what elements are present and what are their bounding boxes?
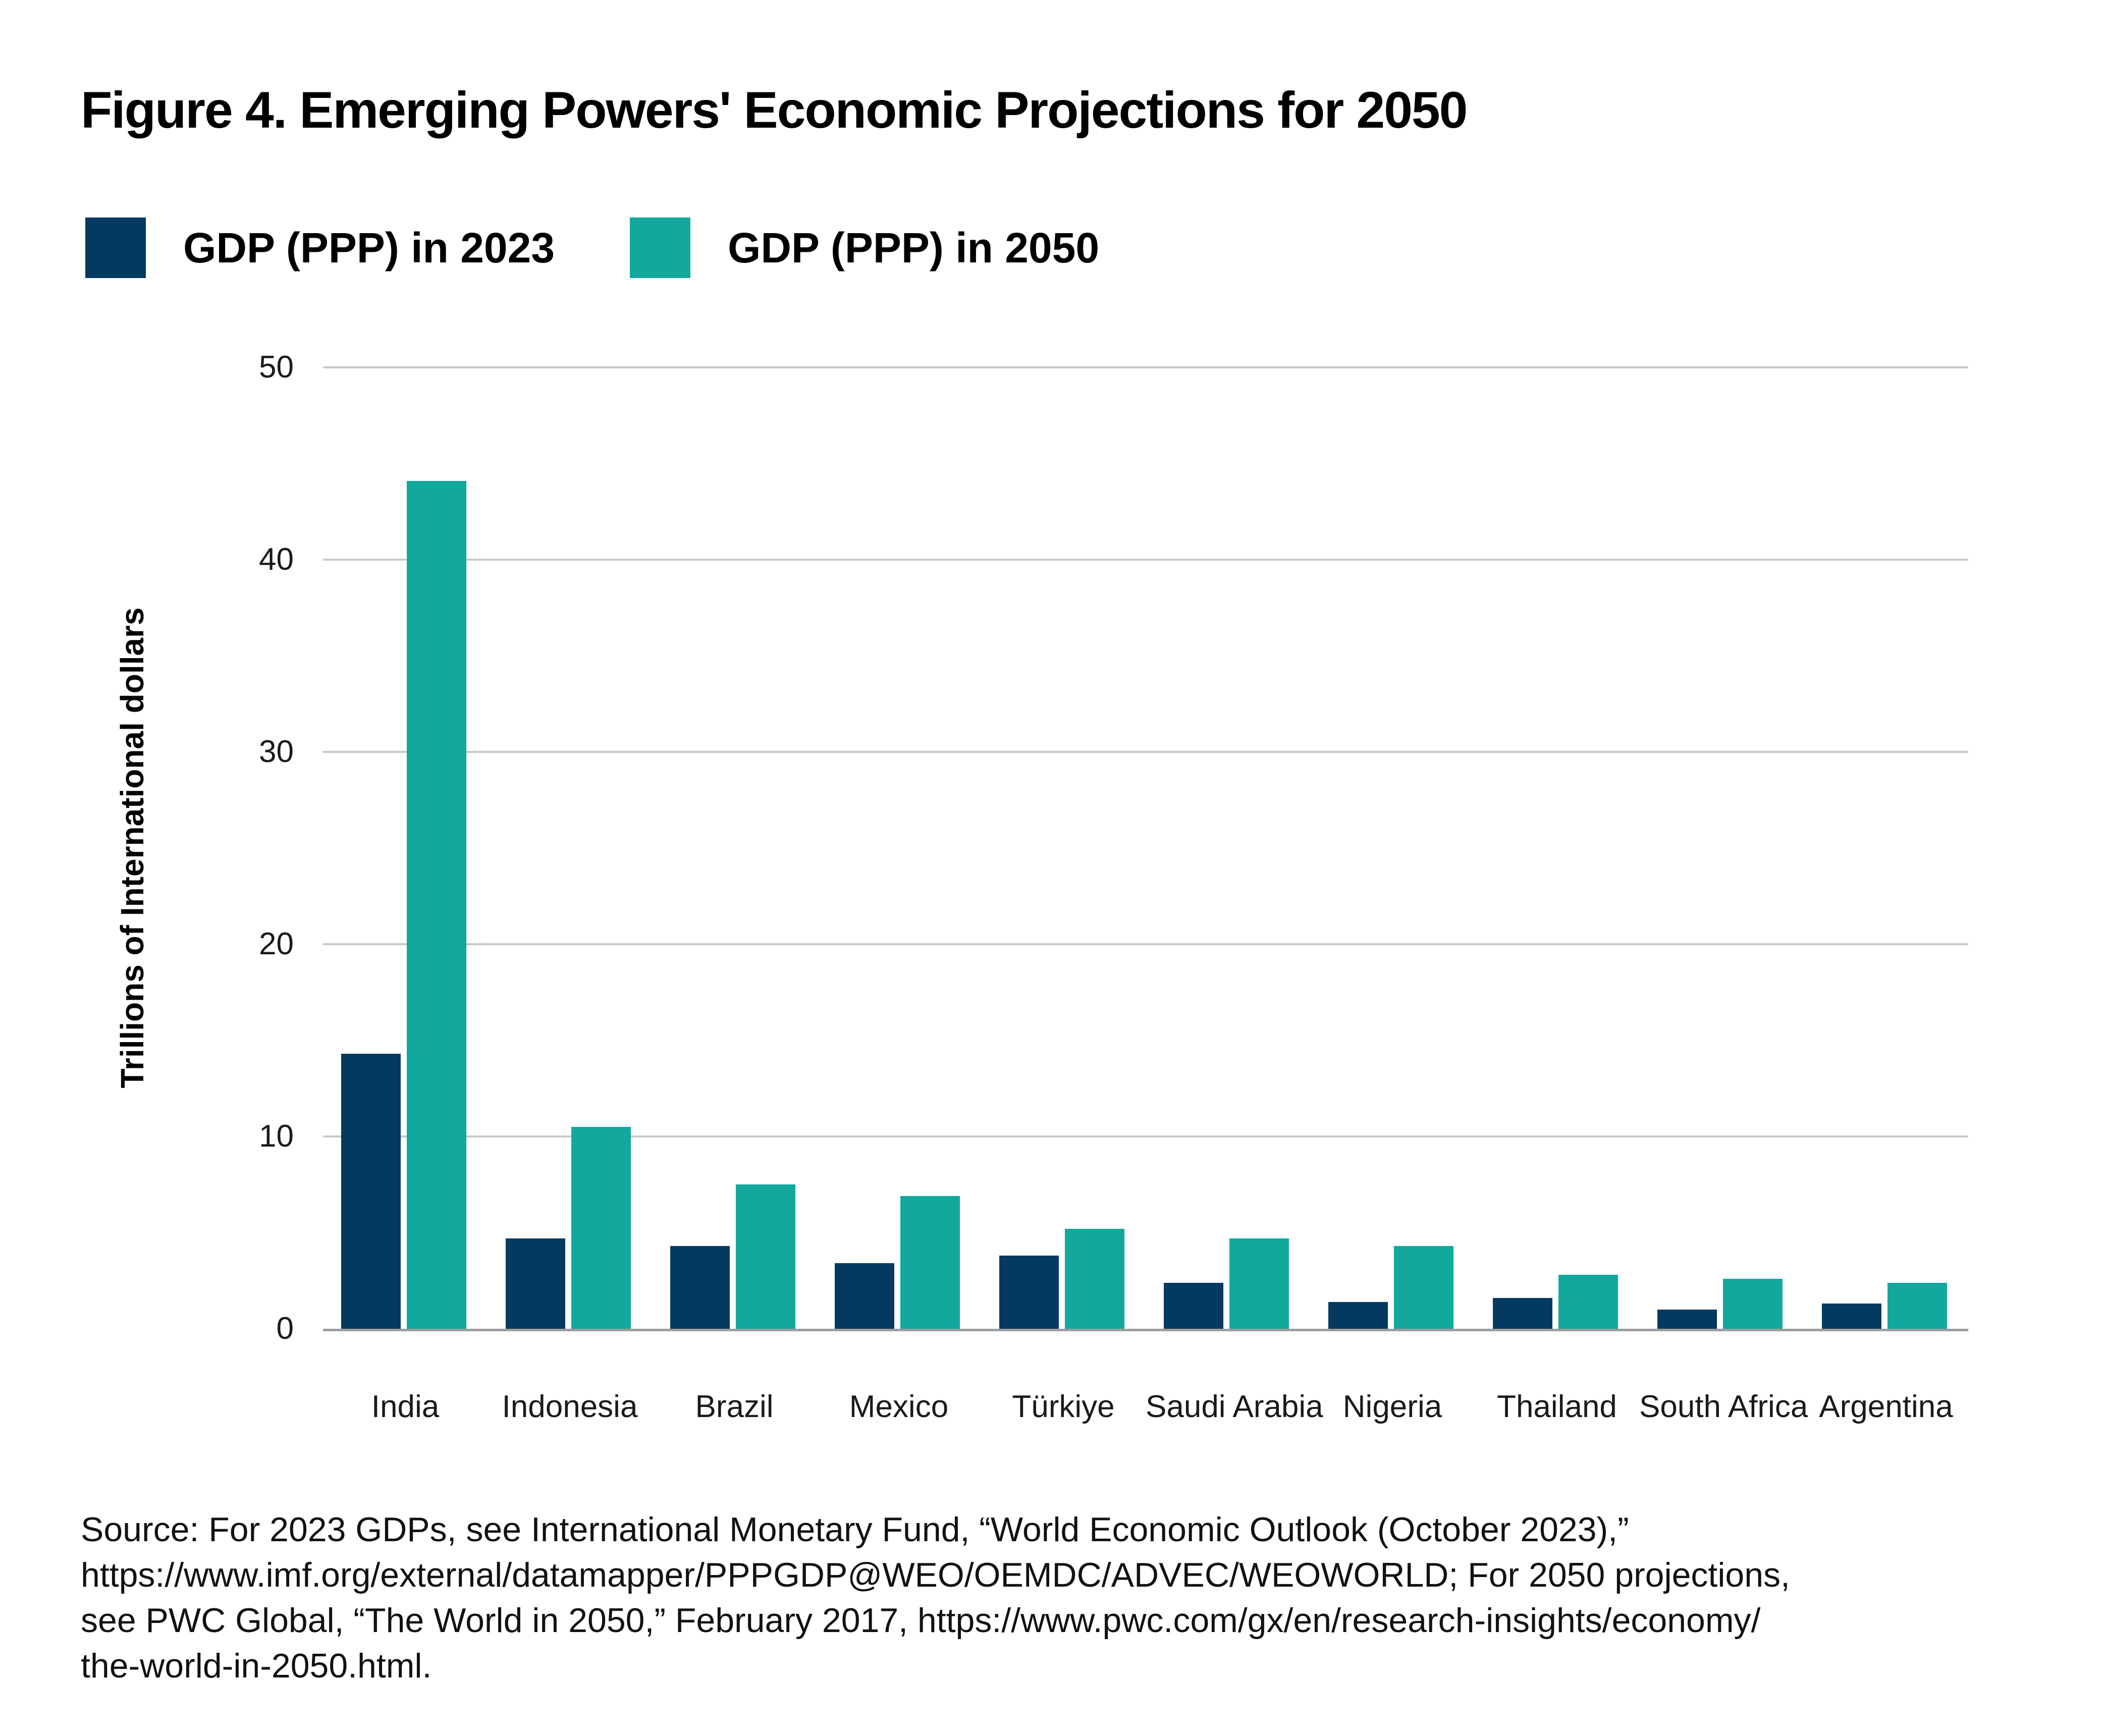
- bar-south-africa-2050: [1723, 1278, 1783, 1329]
- bar-argentina-2050: [1888, 1282, 1947, 1329]
- category-label-mexico: Mexico: [849, 1389, 949, 1424]
- x-axis-baseline: [323, 1329, 1968, 1331]
- legend-label-gdp-2023: GDP (PPP) in 2023: [183, 224, 555, 272]
- bar-thailand-2023: [1493, 1298, 1552, 1329]
- bar-t-rkiye-2050: [1065, 1228, 1124, 1329]
- legend-item-gdp-2023: GDP (PPP) in 2023: [85, 218, 555, 278]
- bar-t-rkiye-2023: [999, 1256, 1059, 1329]
- category-label-nigeria: Nigeria: [1342, 1389, 1442, 1424]
- category-label-brazil: Brazil: [695, 1389, 774, 1424]
- bar-thailand-2050: [1558, 1275, 1618, 1329]
- bar-saudi-arabia-2023: [1164, 1282, 1223, 1329]
- category-label-saudi-arabia: Saudi Arabia: [1146, 1389, 1323, 1424]
- bar-india-2050: [407, 480, 466, 1329]
- category-label-argentina: Argentina: [1819, 1389, 1953, 1424]
- category-label-thailand: Thailand: [1497, 1389, 1617, 1424]
- y-tick-50: 50: [259, 350, 294, 385]
- bar-saudi-arabia-2050: [1229, 1238, 1289, 1329]
- bar-south-africa-2023: [1657, 1309, 1717, 1329]
- plot-area: 50 40 30 20 10 0 India Indonesia Brazil Mexico Tür…: [259, 352, 1968, 1423]
- gridline-30: [323, 751, 1968, 753]
- legend-swatch-gdp-2050: [630, 218, 690, 278]
- y-tick-40: 40: [259, 542, 294, 577]
- bar-brazil-2050: [736, 1184, 795, 1329]
- bar-brazil-2023: [670, 1246, 730, 1329]
- legend-item-gdp-2050: GDP (PPP) in 2050: [630, 218, 1099, 278]
- source-line: the-world-in-2050.html.: [81, 1647, 432, 1685]
- bar-india-2023: [341, 1054, 401, 1329]
- y-tick-10: 10: [259, 1119, 294, 1154]
- bar-mexico-2050: [900, 1196, 960, 1329]
- legend-swatch-gdp-2023: [85, 218, 146, 278]
- legend-label-gdp-2050: GDP (PPP) in 2050: [728, 224, 1100, 272]
- bar-nigeria-2050: [1394, 1246, 1453, 1329]
- gridline-10: [323, 1135, 1968, 1137]
- source-line: see PWC Global, “The World in 2050,” Feb…: [81, 1601, 1761, 1640]
- y-tick-0: 0: [276, 1311, 294, 1346]
- figure-title: Figure 4. Emerging Powers' Economic Proj…: [81, 81, 1468, 139]
- bar-mexico-2023: [835, 1263, 894, 1329]
- source-line: https://www.imf.org/external/datamapper/…: [81, 1556, 1790, 1594]
- y-tick-20: 20: [259, 927, 294, 961]
- bar-nigeria-2023: [1328, 1301, 1388, 1329]
- category-label-south-africa: South Africa: [1639, 1389, 1808, 1424]
- gridline-50: [323, 366, 1968, 368]
- category-label-t-rkiye: Türkiye: [1012, 1389, 1115, 1424]
- y-axis-label: Trillions of International dollars: [114, 607, 150, 1089]
- source-line: Source: For 2023 GDPs, see International…: [81, 1510, 1629, 1549]
- bar-indonesia-2050: [571, 1126, 631, 1329]
- bar-chart: Trillions of International dollars 50 40 3…: [114, 352, 1968, 1423]
- category-label-indonesia: Indonesia: [502, 1389, 638, 1424]
- source-note: Source: For 2023 GDPs, see International…: [81, 1507, 1790, 1689]
- gridline-20: [323, 943, 1968, 945]
- bar-indonesia-2023: [506, 1238, 565, 1329]
- category-label-india: India: [371, 1389, 440, 1424]
- y-tick-30: 30: [259, 734, 294, 769]
- gridline-40: [323, 559, 1968, 561]
- bar-argentina-2023: [1822, 1304, 1881, 1329]
